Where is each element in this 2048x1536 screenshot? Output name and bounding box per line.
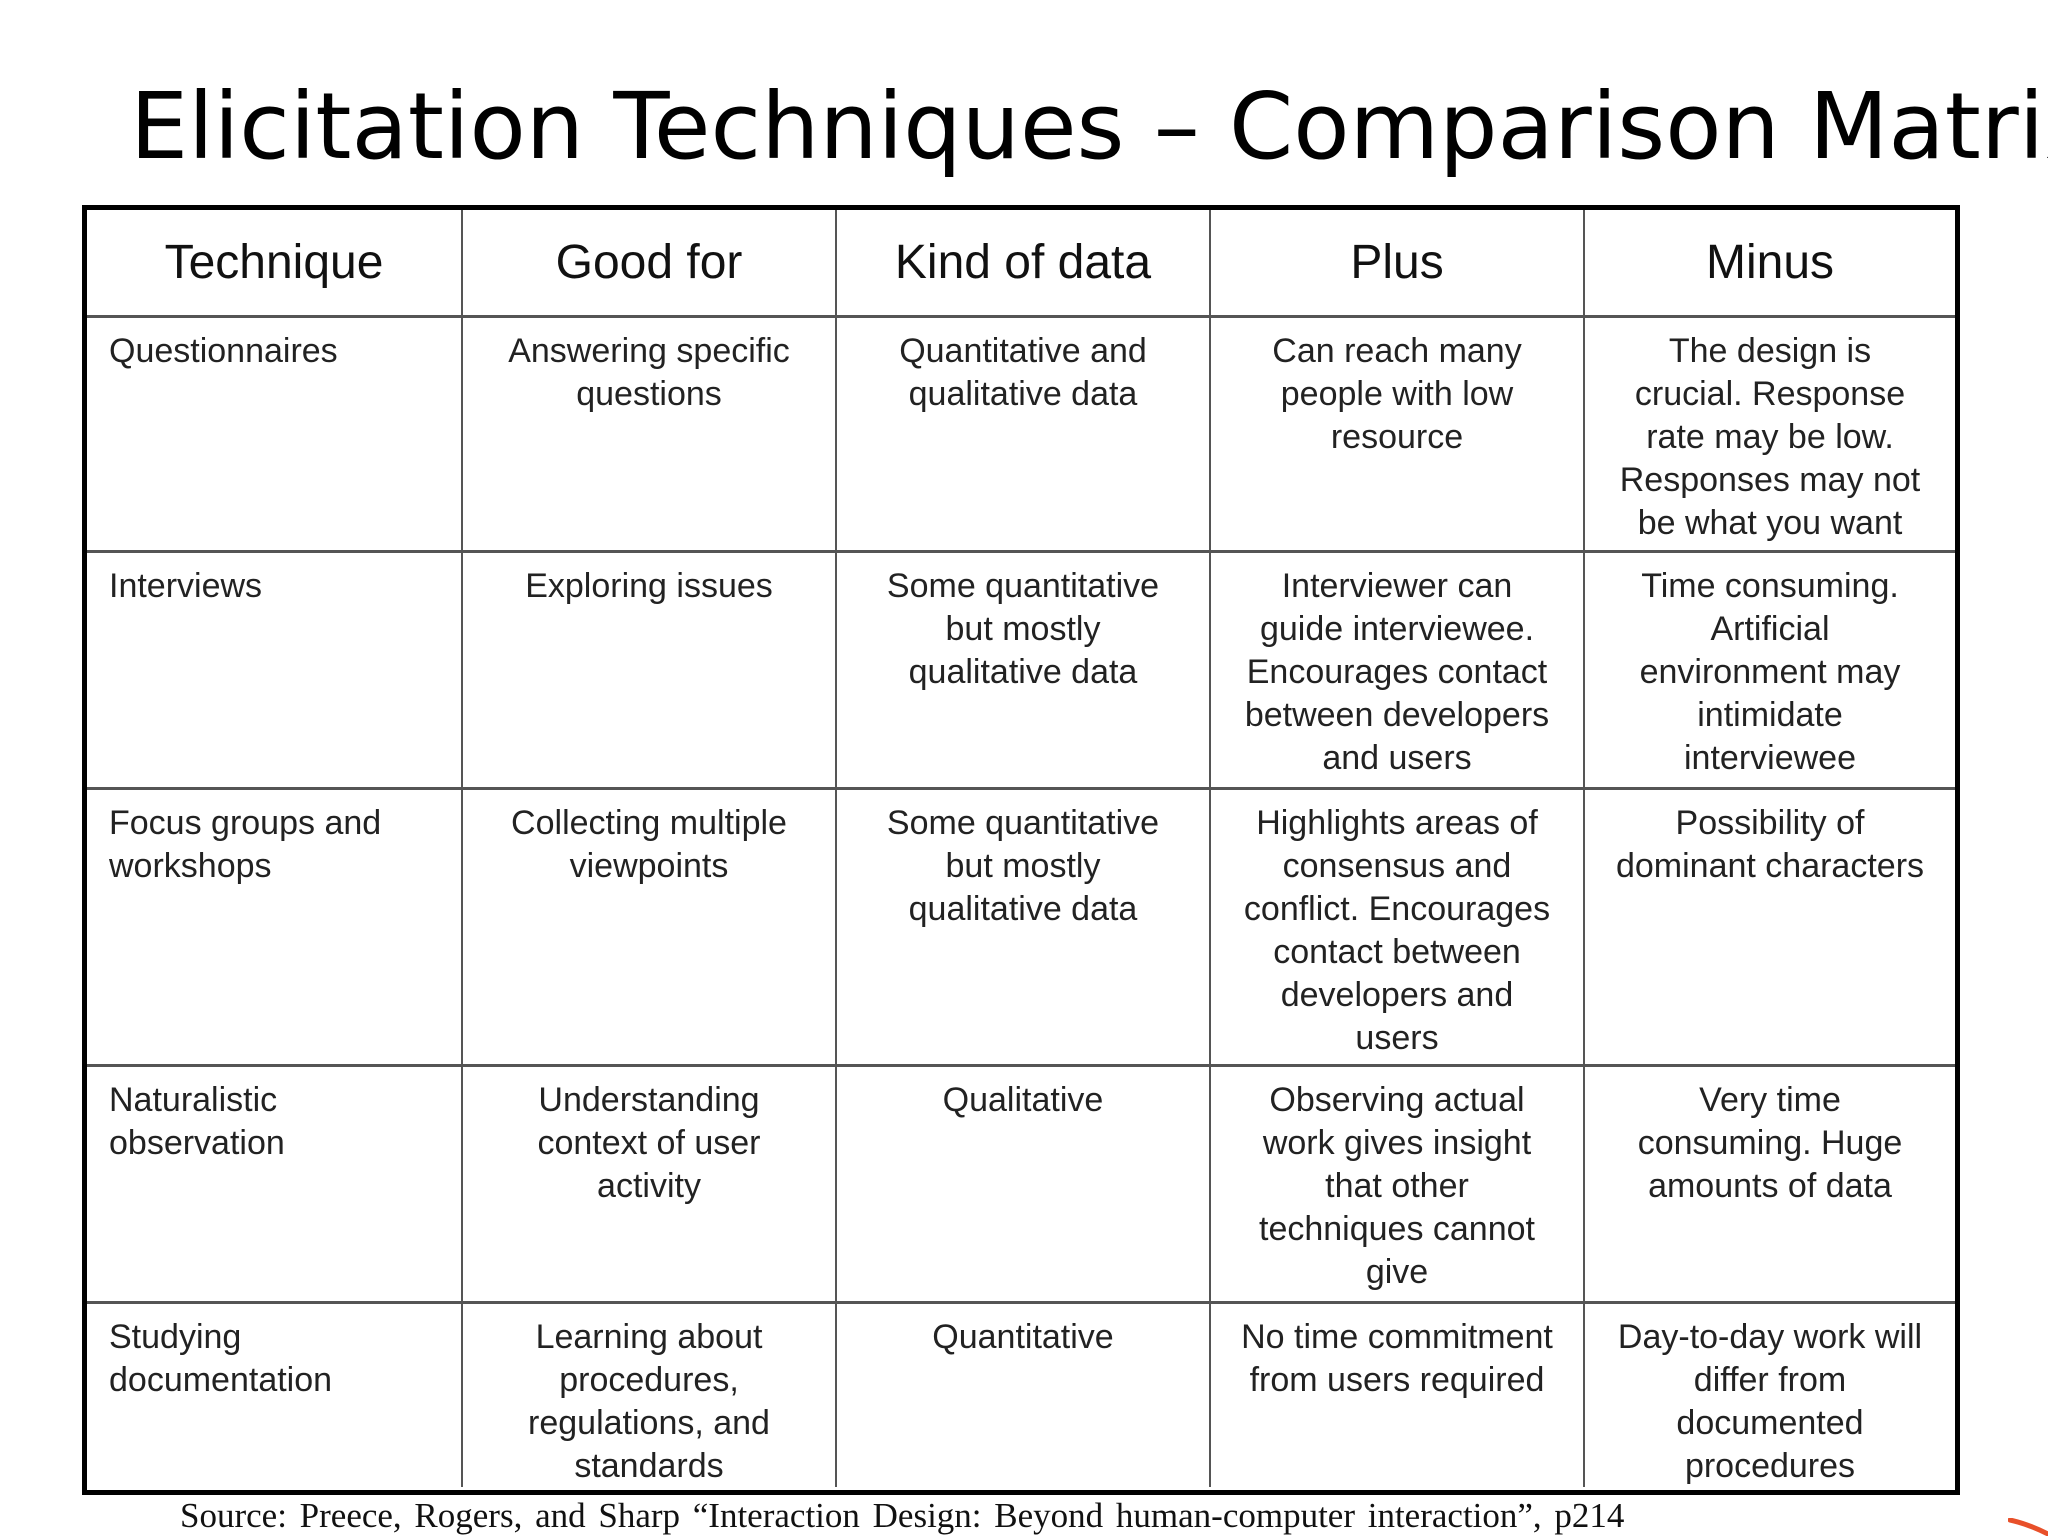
cell-technique: Studying documentation xyxy=(87,1304,463,1487)
cell-minus: Day-to-day work will differ from documen… xyxy=(1617,1318,1923,1485)
cell-kind-of-data: Qualitative xyxy=(837,1067,1211,1304)
comparison-matrix-table: Technique Good for Kind of data Plus Min… xyxy=(82,205,1960,1495)
cell-technique: Interviews xyxy=(87,553,463,790)
column-header-plus: Plus xyxy=(1211,210,1585,318)
cell-plus: Can reach many people with low resource xyxy=(1211,318,1585,553)
column-header-good-for: Good for xyxy=(463,210,837,318)
cell-technique: Focus groups and workshops xyxy=(87,790,463,1067)
cell-good-for: Understanding context of user activity xyxy=(463,1067,837,1304)
cell-minus: Very time consuming. Huge amounts of dat… xyxy=(1585,1067,1955,1304)
column-header-technique: Technique xyxy=(87,210,463,318)
cell-technique: Naturalistic observation xyxy=(87,1067,463,1304)
slide-title: Elicitation Techniques – Comparison Matr… xyxy=(130,73,2048,180)
cell-plus: Interviewer can guide interviewee. Encou… xyxy=(1211,553,1585,790)
cell-minus: Time consuming. Artificial environment m… xyxy=(1585,553,1955,790)
cell-kind-of-data: Some quantitative but mostly qualitative… xyxy=(837,790,1211,1067)
corner-accent-mark xyxy=(2008,1518,2048,1536)
source-citation: Source: Preece, Rogers, and Sharp “Inter… xyxy=(180,1496,1625,1535)
cell-kind-of-data: Quantitative xyxy=(837,1304,1211,1487)
column-header-minus: Minus xyxy=(1585,210,1955,318)
cell-good-for: Exploring issues xyxy=(463,553,837,790)
cell-plus: Observing actual work gives insight that… xyxy=(1211,1067,1585,1304)
column-header-kind-of-data: Kind of data xyxy=(837,210,1211,318)
cell-kind-of-data: Some quantitative but mostly qualitative… xyxy=(837,553,1211,790)
cell-good-for: Learning about procedures, regulations, … xyxy=(463,1304,837,1487)
cell-good-for: Collecting multiple viewpoints xyxy=(463,790,837,1067)
cell-plus: Highlights areas of consensus and confli… xyxy=(1211,790,1585,1067)
cell-minus: Possibility of dominant characters xyxy=(1585,790,1955,1067)
cell-good-for: Answering specific questions xyxy=(463,318,837,553)
cell-kind-of-data: Quantitative and qualitative data xyxy=(837,318,1211,553)
cell-minus: The design is crucial. Response rate may… xyxy=(1585,318,1955,553)
corner-accent-icon xyxy=(2008,1518,2048,1536)
cell-technique: Questionnaires xyxy=(87,318,463,553)
cell-plus: No time commitment from users required xyxy=(1211,1304,1585,1487)
